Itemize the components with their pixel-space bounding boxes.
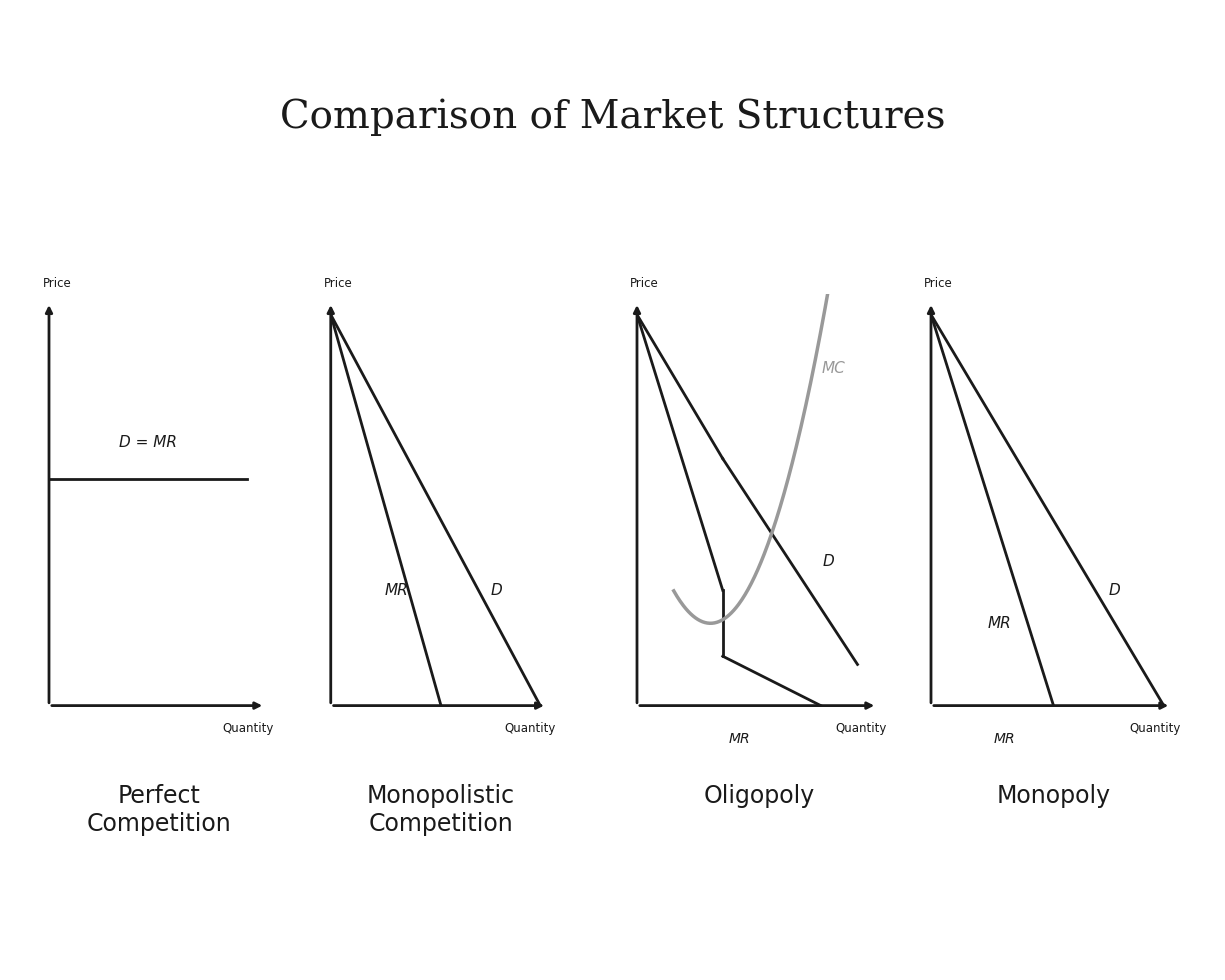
Text: Quantity: Quantity [505,722,556,735]
Text: Price: Price [43,277,71,290]
Text: Monopolistic
Competition: Monopolistic Competition [368,784,514,836]
Text: Monopoly: Monopoly [996,784,1111,808]
Text: Comparison of Market Structures: Comparison of Market Structures [279,99,946,136]
Text: D = MR: D = MR [119,435,178,451]
Text: D: D [822,554,834,569]
Text: D: D [490,583,502,598]
Text: D: D [1109,583,1121,598]
Text: Quantity: Quantity [223,722,274,735]
Text: MR: MR [987,615,1012,631]
Text: Price: Price [924,277,952,290]
Text: MR: MR [385,583,409,598]
Text: Oligopoly: Oligopoly [704,784,815,808]
Text: Quantity: Quantity [1129,722,1181,735]
Text: MR: MR [993,731,1016,746]
Text: MR: MR [729,731,751,746]
Text: Price: Price [325,277,353,290]
Text: Quantity: Quantity [835,722,887,735]
Text: Perfect
Competition: Perfect Competition [87,784,232,836]
Text: Price: Price [630,277,658,290]
Text: MC: MC [821,361,845,375]
